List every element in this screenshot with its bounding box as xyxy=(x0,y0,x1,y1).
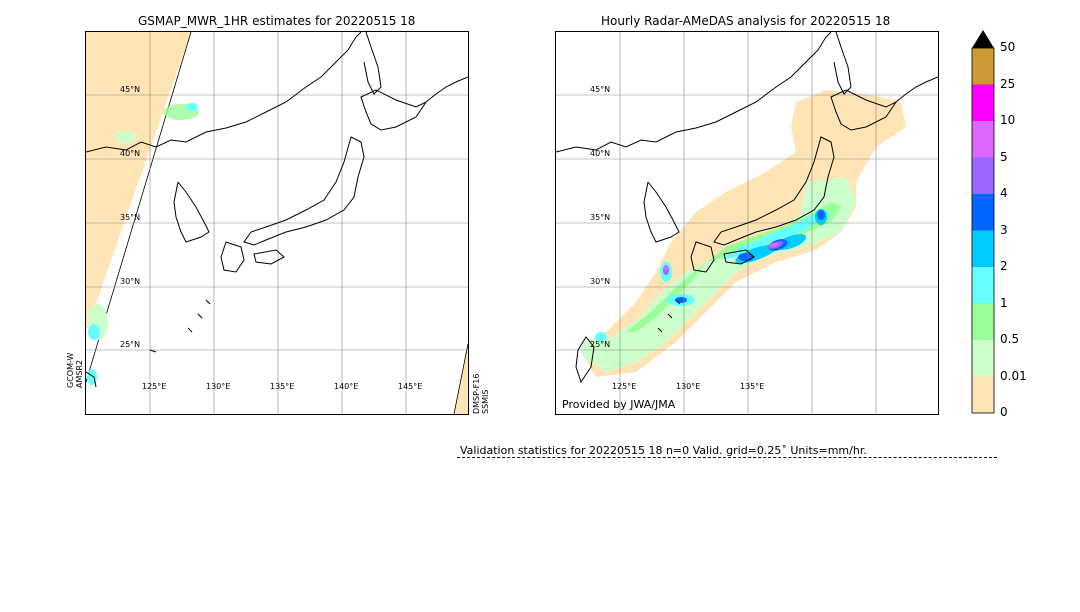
colorbar-tick-label: 0.5 xyxy=(1000,332,1020,346)
lon-label-125: 125°E xyxy=(142,382,167,391)
colorbar-segment xyxy=(972,267,994,304)
colorbar-segment xyxy=(972,340,994,377)
colorbar-tick-label: 0.01 xyxy=(1000,368,1027,383)
rain-10 xyxy=(664,265,668,271)
right-map: 45°N 40°N 35°N 30°N 25°N 125°E 130°E 135… xyxy=(555,31,939,415)
lon-label-145: 145°E xyxy=(398,382,423,391)
colorbar-tick-label: 25 xyxy=(1000,76,1016,91)
lat-label-40: 40°N xyxy=(590,149,611,158)
rain-1 xyxy=(721,210,831,260)
left-coastlines xyxy=(86,32,468,388)
rain-3 xyxy=(817,210,825,220)
lat-label-45: 45°N xyxy=(120,85,141,94)
rain-3 xyxy=(675,297,687,303)
colorbar-segment xyxy=(972,157,994,194)
colorbar-tick-label: 3 xyxy=(1000,222,1008,237)
lat-label-40: 40°N xyxy=(120,149,141,158)
colorbar xyxy=(971,30,995,414)
colorbar-segment xyxy=(972,303,994,340)
right-coastlines xyxy=(556,32,938,384)
rain-1 xyxy=(595,332,607,342)
colorbar-tick-label: 4 xyxy=(1000,186,1008,200)
lat-label-30: 30°N xyxy=(590,277,611,286)
colorbar-tick-label: 10 xyxy=(1000,113,1016,127)
left-map-title: GSMAP_MWR_1HR estimates for 20220515 18 xyxy=(138,14,416,28)
data-credit: Provided by JWA/JMA xyxy=(562,398,676,411)
rain-patch xyxy=(186,103,198,111)
rain-3 xyxy=(738,253,754,261)
colorbar-segment xyxy=(972,48,994,85)
colorbar-segment xyxy=(972,194,994,231)
colorbar-border xyxy=(971,47,995,414)
colorbar-segment xyxy=(972,230,994,267)
colorbar-tick-label: 50 xyxy=(1000,40,1016,54)
lat-label-35: 35°N xyxy=(120,213,141,222)
right-map-title: Hourly Radar-AMeDAS analysis for 2022051… xyxy=(601,14,891,28)
colorbar-tick-label: 0 xyxy=(1000,405,1008,419)
rain-patch xyxy=(88,324,100,340)
swath-edge-right xyxy=(453,343,468,414)
colorbar-tick-label: 1 xyxy=(1000,295,1008,310)
left-gridlines xyxy=(86,32,468,414)
rain-patch xyxy=(116,131,136,143)
validation-statistics: Validation statistics for 20220515 18 n=… xyxy=(460,444,867,457)
lon-label-125: 125°E xyxy=(612,382,637,391)
left-map-canvas xyxy=(86,32,468,414)
lat-label-25: 25°N xyxy=(120,340,141,349)
colorbar-canvas xyxy=(971,30,995,414)
left-swath-region xyxy=(86,32,191,332)
lat-label-25: 25°N xyxy=(590,340,611,349)
lon-label-135: 135°E xyxy=(740,382,765,391)
lat-label-30: 30°N xyxy=(120,277,141,286)
colorbar-extend-triangle xyxy=(972,30,994,48)
lon-label-130: 130°E xyxy=(206,382,231,391)
lon-label-130: 130°E xyxy=(676,382,701,391)
right-map-canvas xyxy=(556,32,938,414)
colorbar-tick-label: 5 xyxy=(1000,149,1008,164)
left-map: 45°N 40°N 35°N 30°N 25°N 125°E 130°E 135… xyxy=(85,31,469,415)
lat-label-45: 45°N xyxy=(590,85,611,94)
sensor-label-left: GCOM-W AMSR2 xyxy=(66,352,84,388)
lon-label-135: 135°E xyxy=(270,382,295,391)
colorbar-segment xyxy=(972,84,994,121)
sensor-label-right: DMSP-F16 SSMIS xyxy=(472,373,490,414)
colorbar-segment xyxy=(972,376,994,413)
right-gridlines xyxy=(556,32,938,414)
colorbar-segment xyxy=(972,121,994,158)
lon-label-140: 140°E xyxy=(334,382,359,391)
colorbar-tick-label: 2 xyxy=(1000,259,1008,273)
validation-underline xyxy=(457,457,997,458)
rain-10 xyxy=(769,242,779,248)
lat-label-35: 35°N xyxy=(590,213,611,222)
